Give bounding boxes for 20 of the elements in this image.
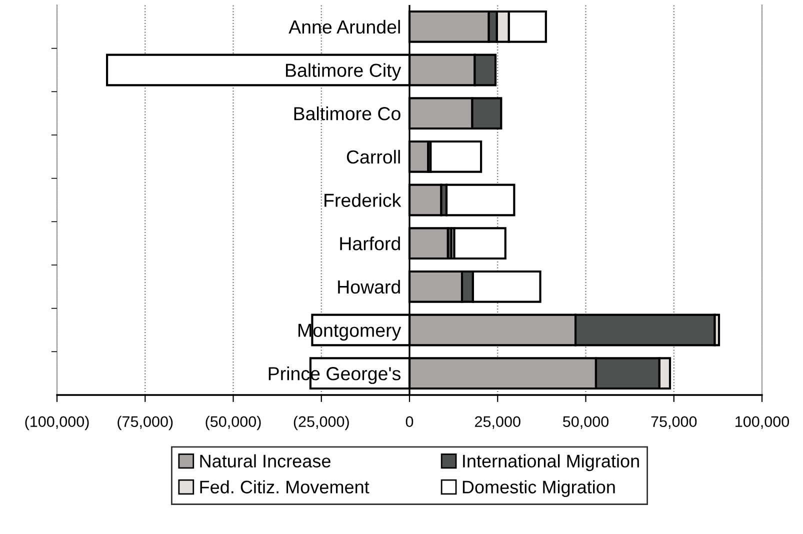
legend-label: Fed. Citiz. Movement [200,480,370,494]
y-tick-label: Frederick [324,193,402,207]
legend-label: Natural Increase [200,454,330,468]
y-tick-label: Baltimore City [286,63,402,81]
x-tick-label: (75,000) [118,416,173,430]
legend-label: International Migration [463,454,639,472]
x-tick-label: 50,000 [563,416,609,429]
x-tick-label: 25,000 [475,416,520,429]
x-tick-label: (25,000) [294,416,349,430]
y-tick-label: Baltimore Co [294,106,400,120]
y-tick-label: Carroll [346,150,400,164]
y-tick-label: Anne Arundel [288,20,400,34]
legend-label: Domestic Migration [462,480,615,498]
x-tick-label: (100,000) [25,416,89,430]
y-tick-label: Howard [338,280,400,294]
y-tick-label: Harford [340,236,400,250]
x-tick-label: 100,000 [736,416,790,429]
x-tick-label: 0 [406,416,414,428]
x-tick-label: 75,000 [651,416,697,429]
x-tick-label: (50,000) [206,416,261,430]
